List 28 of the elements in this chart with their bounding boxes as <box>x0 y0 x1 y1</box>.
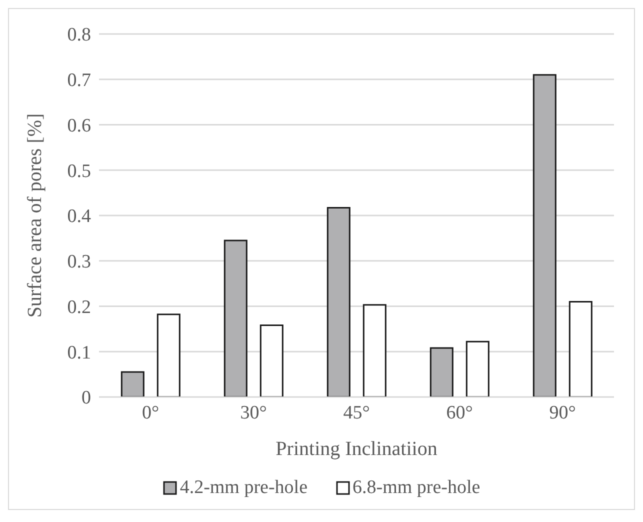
legend-label: 6.8-mm pre-hole <box>352 477 480 499</box>
bar <box>466 340 490 397</box>
bar <box>120 371 144 397</box>
y-tick-label: 0.2 <box>67 296 91 318</box>
y-tick-label: 0.8 <box>67 24 91 46</box>
x-tick-label: 0° <box>142 402 160 424</box>
bar <box>532 74 556 397</box>
bar <box>362 304 386 397</box>
legend-label: 4.2-mm pre-hole <box>180 477 308 499</box>
x-tick-label: 90° <box>549 402 576 424</box>
y-tick-label: 0.5 <box>67 160 91 182</box>
bar <box>260 324 284 397</box>
y-tick-label: 0.7 <box>67 70 91 92</box>
x-tick-label: 60° <box>446 402 473 424</box>
y-tick-label: 0.1 <box>67 342 91 364</box>
x-tick-label: 30° <box>240 402 267 424</box>
y-tick-label: 0.6 <box>67 115 91 136</box>
bar <box>568 300 592 397</box>
y-tick-label: 0 <box>82 388 91 409</box>
y-tick-label: 0.3 <box>67 252 91 273</box>
x-tick-label: 45° <box>343 402 370 424</box>
bar <box>430 347 454 397</box>
bar <box>224 240 248 397</box>
x-axis-title: Printing Inclinatiion <box>276 438 438 460</box>
bar <box>156 314 180 397</box>
y-axis-title: Surface area of pores [%] <box>24 113 46 318</box>
y-tick-label: 0.4 <box>67 206 92 228</box>
bar <box>326 207 350 397</box>
